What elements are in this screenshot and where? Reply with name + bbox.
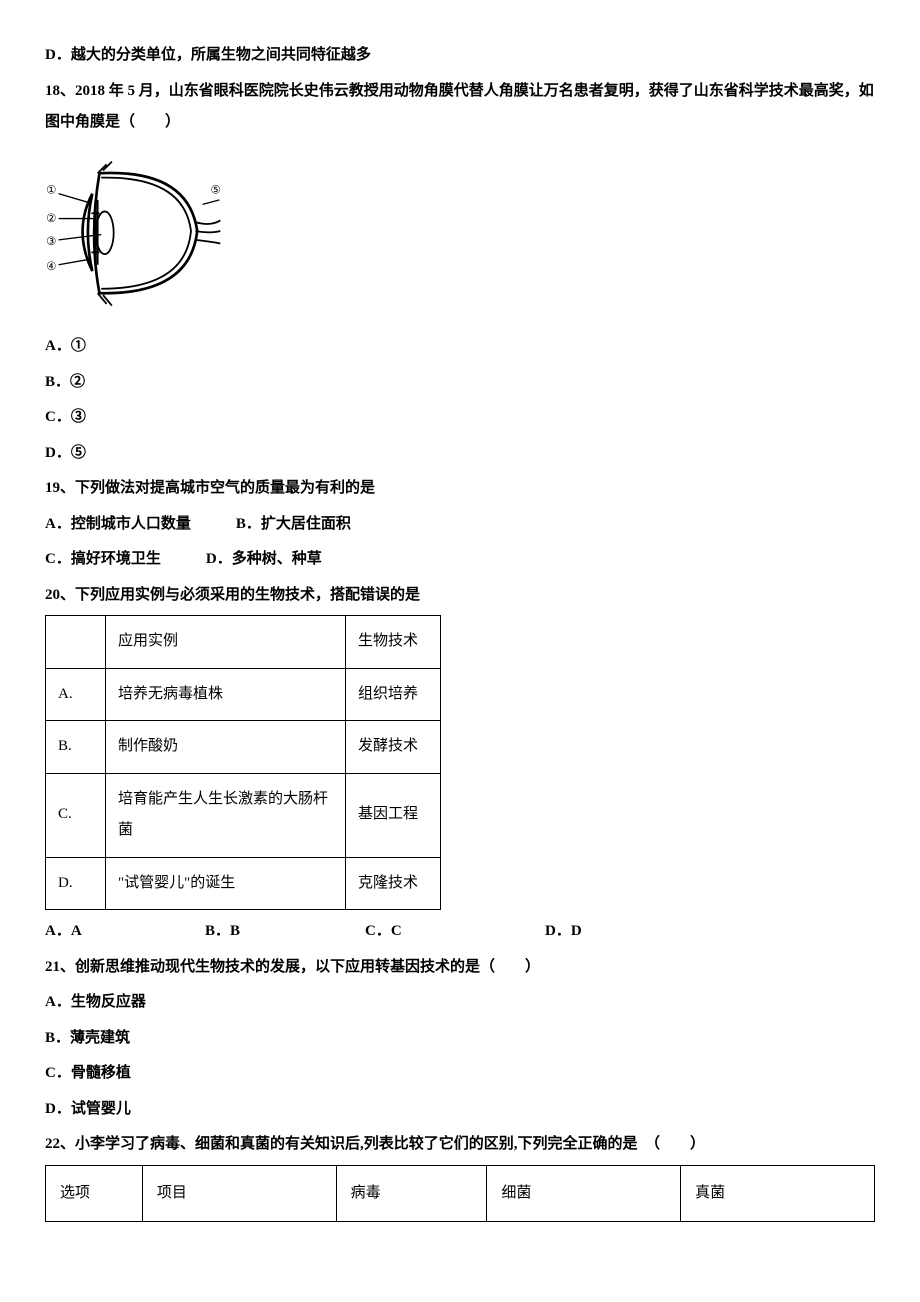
q18-stem: 18、2018 年 5 月，山东省眼科医院院长史伟云教授用动物角膜代替人角膜让万… <box>45 76 875 139</box>
q22-h-c3: 病毒 <box>336 1165 487 1222</box>
q21-stem: 21、创新思维推动现代生物技术的发展，以下应用转基因技术的是（ ） <box>45 952 875 984</box>
q22-h-c4: 细菌 <box>487 1165 681 1222</box>
q22-stem: 22、小李学习了病毒、细菌和真菌的有关知识后,列表比较了它们的区别,下列完全正确… <box>45 1129 875 1161</box>
q20-options-row: A．A B．B C．C D．D <box>45 916 875 948</box>
q20-r2-c3: 基因工程 <box>346 773 441 857</box>
q21-option-a: A．生物反应器 <box>45 987 875 1019</box>
q20-r0-c1: A. <box>46 668 106 721</box>
q20-h-col3: 生物技术 <box>346 616 441 669</box>
diagram-label-4: ④ <box>46 261 56 273</box>
q18-option-a: A．① <box>45 331 875 363</box>
diagram-label-3: ③ <box>46 236 56 248</box>
table-row: A. 培养无病毒植株 组织培养 <box>46 668 441 721</box>
q20-option-b: B．B <box>205 916 365 948</box>
diagram-label-1: ① <box>46 184 56 196</box>
q20-r3-c2: "试管婴儿"的诞生 <box>106 857 346 910</box>
q20-option-a: A．A <box>45 916 205 948</box>
q22-h-c1: 选项 <box>46 1165 143 1222</box>
q20-table: 应用实例 生物技术 A. 培养无病毒植株 组织培养 B. 制作酸奶 发酵技术 C… <box>45 615 441 910</box>
q19-option-c: C．搞好环境卫生 <box>45 551 161 567</box>
q22-table: 选项 项目 病毒 细菌 真菌 <box>45 1165 875 1223</box>
q19-options-row2: C．搞好环境卫生 D．多种树、种草 <box>45 544 875 576</box>
q20-option-d: D．D <box>545 916 582 948</box>
table-row: B. 制作酸奶 发酵技术 <box>46 721 441 774</box>
q20-r0-c2: 培养无病毒植株 <box>106 668 346 721</box>
q21-option-b: B．薄壳建筑 <box>45 1023 875 1055</box>
table-row: C. 培育能产生人生长激素的大肠杆菌 基因工程 <box>46 773 441 857</box>
q19-stem: 19、下列做法对提高城市空气的质量最为有利的是 <box>45 473 875 505</box>
diagram-label-2: ② <box>46 213 56 225</box>
q18-option-c: C．③ <box>45 402 875 434</box>
q20-r3-c1: D. <box>46 857 106 910</box>
q19-option-b: B．扩大居住面积 <box>236 516 351 532</box>
q22-h-c2: 项目 <box>142 1165 336 1222</box>
q20-r1-c1: B. <box>46 721 106 774</box>
q20-h-col1 <box>46 616 106 669</box>
q22-h-c5: 真菌 <box>681 1165 875 1222</box>
q20-r2-c1: C. <box>46 773 106 857</box>
table-row: 应用实例 生物技术 <box>46 616 441 669</box>
q19-options-row1: A．控制城市人口数量 B．扩大居住面积 <box>45 509 875 541</box>
q21-option-d: D．试管婴儿 <box>45 1094 875 1126</box>
q18-option-d: D．⑤ <box>45 438 875 470</box>
q17-option-d: D．越大的分类单位，所属生物之间共同特征越多 <box>45 40 875 72</box>
table-row: D. "试管婴儿"的诞生 克隆技术 <box>46 857 441 910</box>
q20-option-c: C．C <box>365 916 545 948</box>
diagram-label-5: ⑤ <box>211 184 221 196</box>
q19-option-a: A．控制城市人口数量 <box>45 516 191 532</box>
q20-h-col2: 应用实例 <box>106 616 346 669</box>
table-row: 选项 项目 病毒 细菌 真菌 <box>46 1165 875 1222</box>
q20-r1-c2: 制作酸奶 <box>106 721 346 774</box>
q20-r0-c3: 组织培养 <box>346 668 441 721</box>
q20-r2-c2: 培育能产生人生长激素的大肠杆菌 <box>106 773 346 857</box>
q20-r1-c3: 发酵技术 <box>346 721 441 774</box>
q18-option-b: B．② <box>45 367 875 399</box>
q21-option-c: C．骨髓移植 <box>45 1058 875 1090</box>
q19-option-d: D．多种树、种草 <box>206 551 322 567</box>
q20-r3-c3: 克隆技术 <box>346 857 441 910</box>
q20-stem: 20、下列应用实例与必须采用的生物技术，搭配错误的是 <box>45 580 875 612</box>
eye-diagram: ① ② ③ ④ ⑤ <box>45 143 875 332</box>
